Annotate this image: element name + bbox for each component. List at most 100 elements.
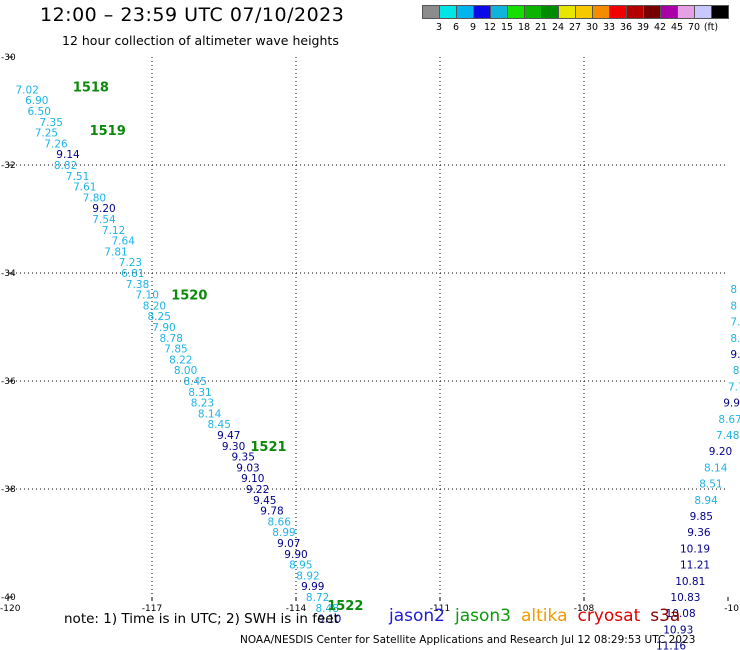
color-scale-swatch: [711, 5, 729, 19]
swh-value-right-track: 8.51: [699, 479, 722, 491]
swh-value-right-track: 8.67: [718, 414, 740, 426]
y-tick-label: -36: [1, 377, 16, 387]
swh-value-left-track: 6.81: [121, 268, 144, 280]
swh-value-left-track: 9.10: [241, 473, 264, 485]
swh-value-left-track: 9.78: [260, 506, 283, 518]
swh-value-left-track: 8.25: [148, 311, 171, 323]
swh-value-left-track: 8.82: [54, 160, 77, 172]
color-scale-label: 6: [452, 22, 460, 33]
x-tick-label: -114: [286, 604, 307, 614]
x-tick-label: -117: [142, 604, 162, 614]
color-scale-label: 39: [636, 22, 650, 33]
axis-ticks: -30-32-34-36-38-40-120-117-114-111-108-1…: [0, 53, 739, 614]
swh-value-right-track: 11.21: [680, 560, 710, 572]
swh-value-left-track: 9.10: [318, 614, 341, 626]
x-tick-label: -111: [430, 604, 450, 614]
swh-value-left-track: 9.03: [236, 462, 259, 474]
color-scale-label: 9: [469, 22, 477, 33]
swh-value-left-track: 7.54: [92, 214, 116, 226]
y-tick-label: -32: [1, 161, 16, 171]
color-scale-swatch: [439, 5, 457, 19]
color-scale-swatch: [643, 5, 661, 19]
color-scale-label: 27: [568, 22, 582, 33]
swh-value-left-track: 8.00: [174, 365, 197, 377]
color-scale-label: (ft): [703, 22, 719, 33]
time-label: 1518: [73, 81, 109, 96]
swh-value-left-track: 9.07: [277, 538, 300, 550]
chart-subtitle: 12 hour collection of altimeter wave hei…: [62, 33, 339, 48]
swh-value-right-track: 7.78: [728, 381, 740, 393]
swh-value-right-track: 10.93: [663, 624, 693, 636]
swh-value-left-track: 7.51: [66, 171, 89, 183]
color-scale-swatch: [626, 5, 644, 19]
swh-value-right-track: 9.6: [730, 349, 740, 361]
color-scale-swatch: [524, 5, 542, 19]
swh-value-left-track: 8.48: [316, 603, 339, 615]
grid-lines: [8, 57, 728, 597]
swh-value-left-track: 9.30: [222, 441, 245, 453]
color-scale-label: 33: [602, 22, 616, 33]
time-label: 1521: [250, 440, 286, 455]
swh-value-right-track: 9.36: [687, 527, 711, 539]
swh-value-left-track: 8.31: [188, 387, 211, 399]
color-scale-label: 12: [483, 22, 497, 33]
swh-value-left-track: 9.45: [253, 495, 276, 507]
color-scale-label: 30: [585, 22, 599, 33]
wave-height-track-points: 7.026.906.507.357.257.269.148.827.517.61…: [16, 84, 740, 650]
time-label: 1522: [327, 599, 363, 614]
color-scale-swatch: [660, 5, 678, 19]
swh-value-right-track: 9.85: [690, 511, 713, 523]
swh-value-right-track: 8.94: [694, 495, 718, 507]
swh-value-left-track: 7.38: [126, 279, 149, 291]
swh-value-left-track: 9.99: [301, 581, 324, 593]
credit-line: NOAA/NESDIS Center for Satellite Applica…: [240, 634, 696, 646]
swh-value-left-track: 7.23: [119, 257, 142, 269]
swh-value-left-track: 9.35: [232, 452, 255, 464]
swh-value-left-track: 9.47: [217, 430, 240, 442]
color-scale-label: 15: [500, 22, 514, 33]
color-scale-label: 18: [517, 22, 531, 33]
x-tick-label: -108: [574, 604, 595, 614]
swh-value-right-track: 8: [730, 300, 737, 312]
swh-value-left-track: 9.20: [92, 203, 115, 215]
color-scale-label: 70: [687, 22, 701, 33]
swh-value-left-track: 7.61: [73, 182, 96, 194]
satellite-legend-item: jason2: [389, 606, 445, 626]
chart-title: 12:00 – 23:59 UTC 07/10/2023: [40, 4, 345, 26]
satellite-legend-item: jason3: [455, 606, 511, 626]
swh-value-left-track: 6.50: [28, 106, 51, 118]
swh-value-left-track: 7.10: [136, 290, 159, 302]
swh-value-left-track: 8.14: [198, 408, 222, 420]
color-scale-swatch: [422, 5, 440, 19]
color-scale-swatch: [490, 5, 508, 19]
swh-value-right-track: 7.48: [716, 430, 739, 442]
swh-value-right-track: 8: [730, 284, 737, 296]
swh-value-left-track: 8.72: [306, 592, 329, 604]
swh-value-left-track: 9.90: [284, 549, 307, 561]
color-scale-swatch: [677, 5, 695, 19]
swh-value-left-track: 9.22: [246, 484, 269, 496]
swh-value-right-track: 9.20: [709, 446, 732, 458]
swh-value-right-track: 8.30: [733, 365, 740, 377]
swh-value-right-track: 10.19: [680, 543, 710, 555]
color-scale-swatch: [575, 5, 593, 19]
color-scale-swatch: [456, 5, 474, 19]
time-labels: 1518 1519 1520 1521 1522: [73, 81, 364, 614]
swh-value-right-track: 7.: [730, 317, 740, 329]
swh-value-left-track: 7.25: [35, 128, 58, 140]
color-scale-label: 36: [619, 22, 633, 33]
swh-value-left-track: 8.45: [208, 419, 231, 431]
swh-value-left-track: 7.90: [152, 322, 175, 334]
color-scale-label: 3: [435, 22, 443, 33]
swh-value-right-track: 10.81: [675, 576, 705, 588]
swh-value-left-track: 8.22: [169, 354, 192, 366]
x-tick-label: -120: [0, 604, 21, 614]
swh-value-left-track: 7.64: [112, 236, 136, 248]
swh-value-left-track: 8.99: [272, 527, 295, 539]
swh-value-left-track: 8.23: [191, 398, 214, 410]
swh-value-right-track: 8.6: [730, 333, 740, 345]
color-scale-swatch: [473, 5, 491, 19]
y-tick-label: -34: [1, 269, 16, 279]
swh-value-left-track: 7.02: [16, 84, 39, 96]
